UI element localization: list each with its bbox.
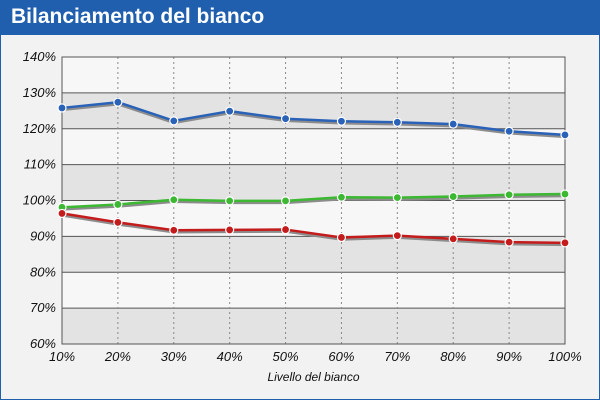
x-tick-label: 50%: [273, 349, 299, 364]
x-tick-label: 40%: [217, 349, 243, 364]
y-tick-label: 90%: [30, 228, 56, 243]
y-tick-label: 60%: [30, 336, 56, 351]
series-line: [61, 212, 566, 245]
data-point: [57, 208, 67, 219]
data-point: [280, 224, 291, 235]
data-point: [560, 130, 570, 140]
y-tick-label: 130%: [23, 85, 56, 100]
data-point: [392, 193, 402, 203]
data-point: [225, 225, 235, 235]
x-tick-label: 30%: [161, 349, 187, 364]
data-point: [225, 106, 235, 116]
plot-band: [62, 57, 565, 93]
y-tick-label: 140%: [23, 49, 56, 64]
data-point: [169, 225, 179, 235]
data-point: [169, 195, 179, 205]
series-line-shadow: [61, 194, 566, 211]
data-point: [113, 199, 123, 210]
data-point: [448, 234, 458, 244]
data-point: [504, 126, 514, 136]
y-tick-label: 110%: [24, 157, 56, 172]
data-point: [113, 97, 123, 107]
series-line-shadow: [61, 214, 566, 247]
y-tick-label: 80%: [30, 264, 56, 279]
series-line: [61, 100, 566, 137]
chart-title: Bilanciamento del bianco: [11, 5, 265, 28]
plot-border: [61, 56, 566, 345]
data-point: [280, 114, 291, 124]
data-point: [392, 117, 402, 127]
data-point: [280, 196, 291, 206]
x-tick-label: 10%: [49, 349, 75, 364]
data-point: [560, 189, 570, 199]
data-point: [560, 238, 570, 248]
x-tick-label: 100%: [548, 349, 581, 364]
data-point: [336, 116, 347, 126]
plot-band: [62, 128, 565, 165]
plot-band: [62, 272, 565, 309]
data-point: [504, 237, 514, 247]
data-point: [448, 119, 458, 129]
data-point: [392, 231, 402, 241]
plot-band: [62, 200, 565, 237]
data-point: [113, 217, 123, 227]
y-tick-label: 100%: [23, 193, 56, 208]
x-tick-label: 20%: [104, 349, 131, 364]
x-tick-label: 80%: [440, 349, 466, 364]
title-bar: Bilanciamento del bianco: [1, 1, 599, 35]
x-tick-label: 90%: [496, 349, 522, 364]
data-point: [448, 191, 458, 202]
x-tick-label: 70%: [384, 349, 410, 364]
data-point: [225, 196, 235, 206]
y-tick-label: 70%: [30, 300, 56, 315]
data-point: [336, 232, 347, 243]
data-point: [336, 192, 347, 202]
data-point: [169, 116, 179, 126]
data-point: [57, 103, 67, 113]
x-axis-label: Livello del bianco: [267, 370, 359, 384]
series-line-shadow: [61, 102, 566, 139]
series-line: [61, 192, 566, 209]
y-tick-label: 120%: [23, 121, 56, 136]
x-tick-label: 60%: [328, 349, 354, 364]
data-point: [504, 190, 514, 200]
plot-band: [62, 308, 565, 344]
